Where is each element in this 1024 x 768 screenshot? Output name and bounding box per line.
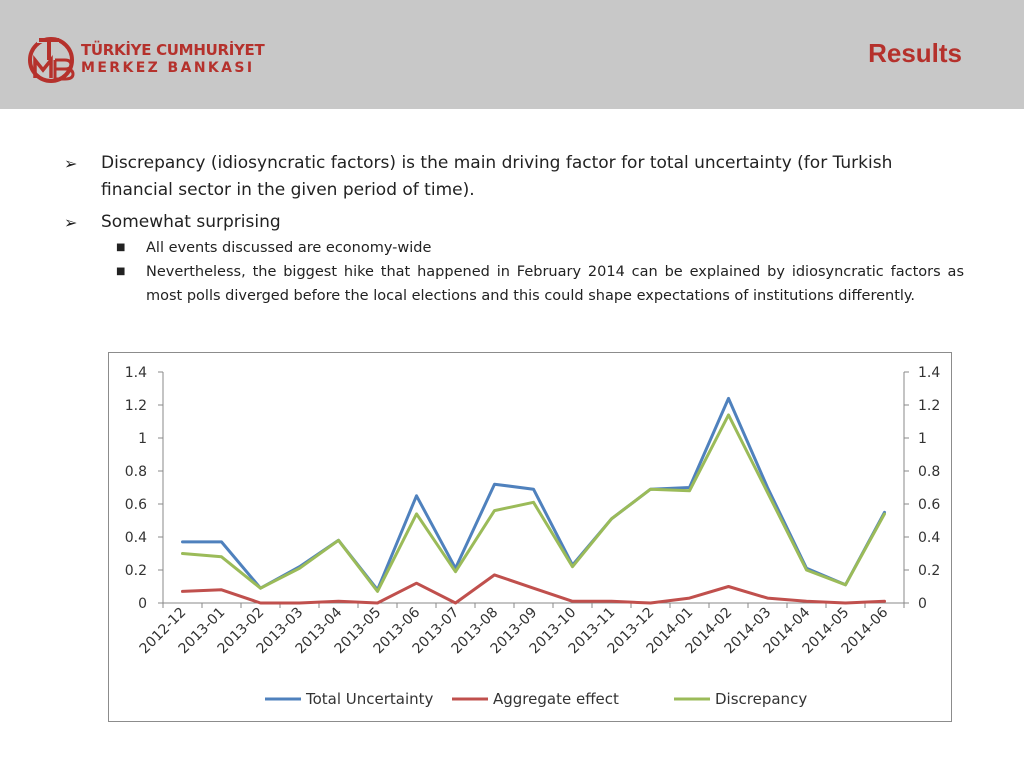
- y-tick-label: 0: [138, 596, 147, 612]
- page-title: Results: [868, 38, 962, 68]
- y2-tick-label: 0.4: [918, 530, 940, 546]
- y2-tick-label: 0.8: [918, 464, 940, 480]
- header-bar: TÜRKİYE CUMHURİYET MERKEZ BANKASI Result…: [0, 0, 1024, 109]
- bullet-item: ➢ Discrepancy (idiosyncratic factors) is…: [62, 150, 964, 204]
- y-tick-label: 1.4: [125, 365, 147, 381]
- y-tick-label: 0.6: [125, 497, 147, 513]
- y2-tick-label: 0: [918, 596, 927, 612]
- series-line-total-uncertainty: [181, 396, 886, 592]
- bullet-list: ➢ Discrepancy (idiosyncratic factors) is…: [62, 150, 964, 308]
- uncertainty-chart: 0 0.2 0.4 0.6 0.8 1 1.2 1.4 0 0.2 0.4 0.6 0.8 1 1.2 1.4…: [108, 352, 952, 722]
- legend-label: Total Uncertainty: [305, 690, 434, 708]
- square-bullet-icon: ■: [116, 242, 126, 253]
- y2-tick-label: 1.4: [918, 365, 940, 381]
- sub-bullet-text: All events discussed are economy-wide: [146, 240, 432, 256]
- logo-text-line1: TÜRKİYE CUMHURİYET: [81, 41, 265, 59]
- y-tick-label: 1.2: [125, 398, 147, 414]
- y-tick-label: 0.4: [125, 530, 147, 546]
- legend-label: Aggregate effect: [493, 690, 619, 708]
- legend-label: Discrepancy: [715, 690, 807, 708]
- bullet-text: Somewhat surprising: [101, 212, 281, 232]
- y-tick-label: 0.2: [125, 563, 147, 579]
- y2-tick-label: 0.6: [918, 497, 940, 513]
- square-bullet-icon: ■: [116, 266, 126, 277]
- sub-bullet-text: Nevertheless, the biggest hike that happ…: [146, 264, 964, 304]
- arrow-bullet-icon: ➢: [64, 154, 78, 173]
- y2-tick-label: 1: [918, 431, 927, 447]
- y-tick-label: 0.8: [125, 464, 147, 480]
- y2-tick-label: 1.2: [918, 398, 940, 414]
- bullet-text: Discrepancy (idiosyncratic factors) is t…: [101, 153, 893, 200]
- y2-tick-label: 0.2: [918, 563, 940, 579]
- series-line-discrepancy: [181, 413, 886, 593]
- y-tick-label: 1: [138, 431, 147, 447]
- bullet-item: ➢ Somewhat surprising: [62, 209, 964, 236]
- logo-text-line2: MERKEZ BANKASI: [81, 60, 255, 76]
- line-chart: 0 0.2 0.4 0.6 0.8 1 1.2 1.4 0 0.2 0.4 0.6 0.8 1 1.2 1.4…: [125, 365, 941, 708]
- arrow-bullet-icon: ➢: [64, 213, 78, 232]
- series-line-aggregate-effect: [181, 573, 886, 605]
- sub-bullet-item: ■ Nevertheless, the biggest hike that ha…: [62, 260, 964, 308]
- sub-bullet-item: ■ All events discussed are economy-wide: [62, 236, 964, 260]
- tcmb-emblem-icon: [28, 37, 75, 83]
- bank-logo: TÜRKİYE CUMHURİYET MERKEZ BANKASI: [27, 36, 265, 84]
